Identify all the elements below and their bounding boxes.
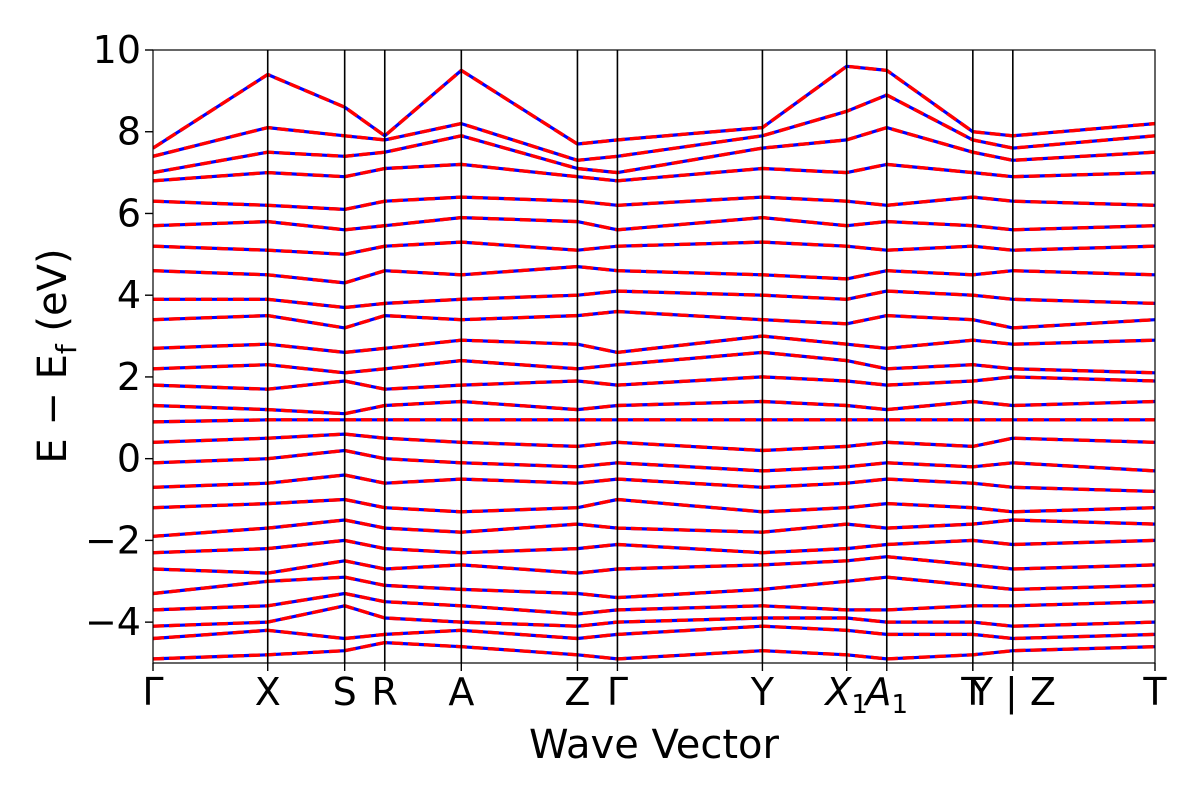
x-tick-label-12: T: [1142, 670, 1167, 714]
y-tick-label-2: 6: [117, 191, 141, 235]
y-axis-label-unit: (eV): [30, 248, 76, 331]
y-tick-label-0: 10: [93, 28, 141, 72]
y-tick-label-4: 2: [117, 355, 141, 399]
x-tick-label-11: Y | Z: [969, 670, 1056, 715]
x-tick-label-1: X: [255, 670, 281, 714]
y-axis-label-main: E − E: [30, 354, 76, 464]
plot-frame: [152, 49, 1156, 664]
x-tick-label-4: A: [448, 670, 474, 714]
x-tick-label-6: Γ: [607, 670, 628, 714]
y-tick-label-5: 0: [117, 437, 141, 481]
x-tick-label-3: R: [372, 670, 398, 714]
x-tick-label-0: Γ: [142, 670, 163, 714]
x-tick-label-9: A1: [862, 670, 908, 720]
x-tick-label-2: S: [333, 670, 357, 714]
x-axis-label: Wave Vector: [529, 722, 780, 768]
y-tick-label-6: −2: [85, 518, 141, 562]
x-tick-label-8: X1: [823, 670, 868, 720]
y-axis-ticks: 10 8 6 4 2 0 −2 −4: [85, 28, 153, 644]
x-tick-label-10: T: [960, 670, 985, 714]
x-tick-label-7: Y: [750, 670, 775, 714]
y-tick-label-7: −4: [85, 600, 141, 644]
x-tick-label-5: Z: [564, 670, 590, 714]
y-axis-label-subscript: f: [50, 343, 83, 354]
y-tick-label-1: 8: [117, 110, 141, 154]
high-symmetry-lines: [266, 50, 1014, 663]
y-axis-label: E − Ef (eV): [30, 248, 83, 463]
y-tick-label-3: 4: [117, 273, 141, 317]
